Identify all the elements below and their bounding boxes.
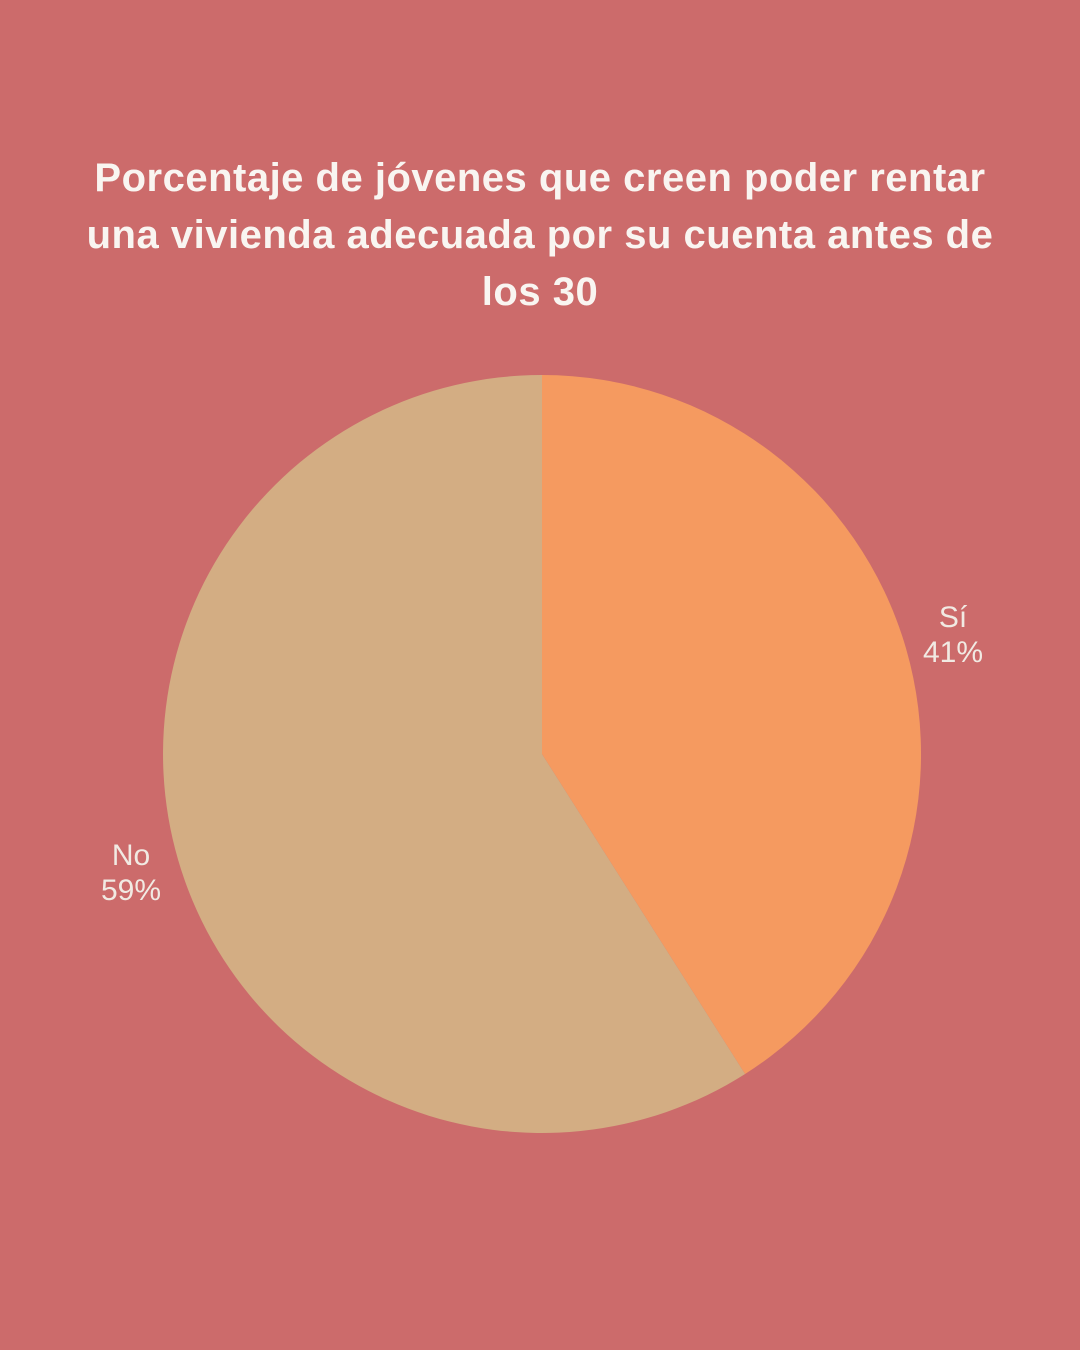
chart-title-line: Porcentaje de jóvenes que creen poder re… [94,156,986,200]
slice-label-name: Sí [938,601,968,634]
chart-title: Porcentaje de jóvenes que creen poder re… [0,150,1080,321]
slice-label-no: No 59% [101,838,161,908]
slice-label-value: 59% [100,874,162,907]
chart-title-line: los 30 [481,270,599,314]
pie-slice-no [163,375,746,1133]
slice-label-value: 41% [922,636,984,669]
chart-title-line: una vivienda adecuada por su cuenta ante… [86,213,994,257]
slice-label-si: Sí 41% [923,600,983,670]
pie-slice-si [542,374,922,1074]
slice-label-name: No [111,839,151,872]
